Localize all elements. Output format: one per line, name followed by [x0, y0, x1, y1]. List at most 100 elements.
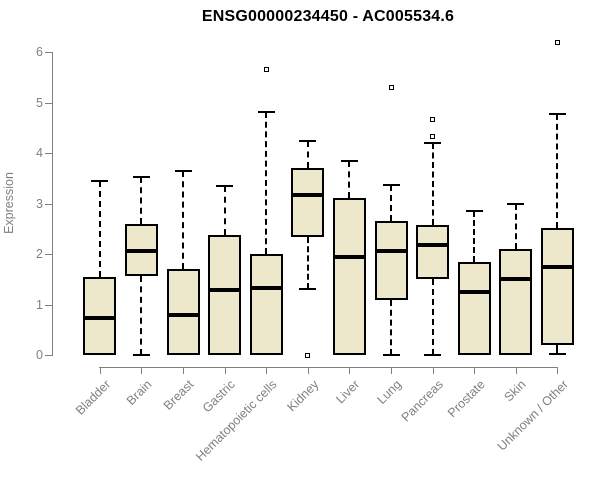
- whisker-cap-top: [299, 140, 317, 143]
- whisker-top: [265, 111, 268, 254]
- whisker-bottom: [556, 344, 559, 354]
- whisker-bottom: [390, 300, 392, 355]
- outlier-point: [430, 133, 436, 139]
- outlier-point: [430, 117, 436, 123]
- whisker-top: [182, 170, 184, 270]
- x-tick-label: Breast: [160, 377, 197, 413]
- x-tick-label: Bladder: [72, 377, 114, 418]
- y-tick-label: 0: [36, 348, 43, 362]
- whisker-cap-bottom: [299, 288, 317, 291]
- whisker-cap-top: [465, 210, 483, 213]
- outlier-point: [263, 67, 269, 73]
- box-hematopoietic-cells: [249, 254, 283, 355]
- y-tick-mark: [45, 102, 52, 104]
- y-tick-label: 6: [36, 45, 43, 59]
- whisker-cap-top: [548, 112, 566, 115]
- x-tick-mark: [349, 367, 351, 374]
- whisker-cap-top: [424, 141, 442, 144]
- x-tick-label: Prostate: [444, 377, 488, 421]
- median-line: [499, 277, 533, 282]
- whisker-top: [98, 180, 101, 277]
- whisker-cap-top: [132, 176, 150, 179]
- y-tick-mark: [45, 203, 52, 205]
- median-line: [124, 249, 158, 254]
- whisker-bottom: [140, 275, 143, 355]
- y-tick-label: 4: [36, 146, 43, 160]
- whisker-cap-top: [91, 179, 109, 182]
- x-tick-mark: [557, 367, 559, 374]
- box-pancreas: [416, 224, 450, 280]
- whisker-top: [556, 113, 559, 228]
- outlier-point: [554, 40, 560, 46]
- whisker-top: [473, 211, 476, 262]
- x-tick-mark: [432, 367, 434, 374]
- median-line: [249, 285, 283, 290]
- whisker-top: [348, 160, 351, 199]
- whisker-top: [431, 142, 434, 225]
- x-tick-mark: [141, 367, 143, 374]
- x-tick-label: Gastric: [199, 377, 238, 416]
- whisker-cap-bottom: [424, 354, 442, 356]
- x-tick-mark: [183, 367, 184, 374]
- box-prostate: [457, 261, 491, 355]
- whisker-cap-top: [257, 110, 275, 113]
- y-tick-mark: [45, 355, 52, 356]
- median-line: [374, 249, 408, 254]
- x-tick-mark: [266, 367, 268, 374]
- whisker-cap-top: [340, 159, 358, 162]
- median-line: [166, 312, 200, 317]
- box-liver: [332, 198, 366, 355]
- box-kidney: [291, 168, 325, 237]
- y-tick-label: 2: [36, 247, 43, 261]
- whisker-cap-top: [382, 184, 400, 187]
- whisker-cap-bottom: [132, 354, 150, 356]
- x-tick-label: Hematopoietic cells: [192, 377, 280, 464]
- chart-title: ENSG00000234450 - AC005534.6: [201, 8, 455, 25]
- x-tick-label: Pancreas: [398, 377, 446, 425]
- median-line: [416, 243, 450, 248]
- whisker-cap-bottom: [382, 354, 400, 356]
- median-line: [291, 192, 325, 197]
- y-tick-mark: [45, 153, 52, 154]
- box-unknown-other: [540, 227, 574, 345]
- box-gastric: [208, 235, 242, 355]
- x-tick-mark: [474, 367, 476, 374]
- x-tick-mark: [307, 367, 309, 374]
- y-tick-mark: [45, 254, 52, 255]
- median-line: [332, 254, 366, 259]
- whisker-top: [390, 185, 392, 222]
- median-line: [208, 288, 242, 293]
- whisker-cap-top: [507, 202, 525, 205]
- whisker-top: [514, 203, 517, 249]
- box-breast: [166, 269, 200, 355]
- x-tick-label: Brain: [124, 377, 155, 408]
- median-line: [540, 264, 574, 269]
- x-tick-label: Lung: [374, 377, 405, 407]
- whisker-top: [306, 141, 309, 169]
- whisker-top: [223, 185, 226, 236]
- x-axis-line: [99, 367, 558, 368]
- x-tick-mark: [391, 367, 392, 374]
- y-tick-mark: [45, 304, 52, 306]
- x-tick-mark: [515, 367, 517, 374]
- x-tick-label: Liver: [333, 377, 363, 407]
- y-tick-label: 3: [36, 196, 43, 211]
- box-lung: [374, 221, 408, 301]
- y-tick-label: 1: [36, 297, 43, 312]
- outlier-point: [388, 84, 394, 90]
- y-tick-label: 5: [36, 95, 43, 110]
- whisker-cap-bottom: [548, 352, 566, 355]
- whisker-bottom: [431, 279, 434, 355]
- whisker-top: [140, 177, 143, 224]
- x-tick-mark: [99, 367, 101, 374]
- y-axis-line: [52, 52, 53, 356]
- median-line: [83, 315, 117, 320]
- y-tick-mark: [45, 52, 52, 53]
- whisker-cap-top: [174, 169, 192, 172]
- outlier-point: [305, 352, 311, 358]
- x-tick-mark: [224, 367, 226, 374]
- whisker-cap-top: [216, 184, 234, 187]
- box-skin: [499, 248, 533, 355]
- x-tick-label: Skin: [501, 377, 530, 405]
